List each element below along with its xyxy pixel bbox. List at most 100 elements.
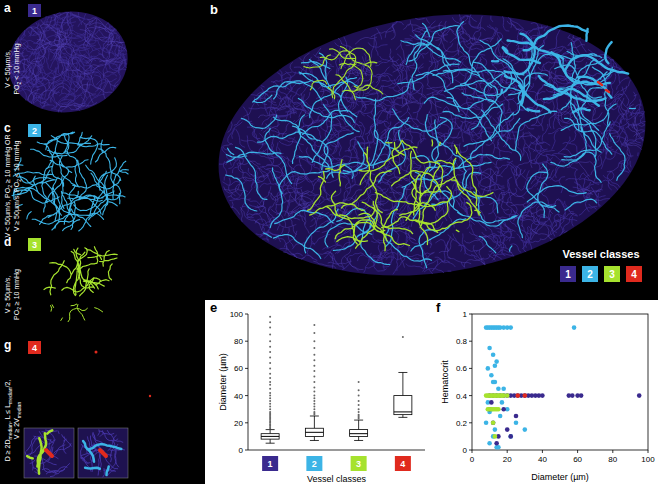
vessel-network	[492, 26, 628, 113]
inset	[78, 428, 128, 478]
outlier	[358, 404, 360, 406]
outlier	[269, 405, 271, 407]
condition-text: < 10 mmHg	[13, 43, 21, 81]
point	[489, 373, 494, 378]
vessel-network	[83, 441, 121, 475]
tick	[542, 450, 543, 453]
scatter-chart: f02040608010000.20.40.60.81Diameter (µm)…	[436, 300, 655, 482]
point	[523, 393, 528, 398]
tick	[469, 314, 472, 315]
tick-label: 0	[470, 455, 475, 464]
outlier	[269, 397, 271, 399]
outlier	[313, 395, 315, 397]
condition-text: ≥ 10 mmHg	[13, 269, 21, 307]
category-label: 4	[400, 459, 405, 469]
panel-g-image	[24, 351, 151, 479]
outlier	[358, 395, 360, 397]
tick	[245, 395, 248, 396]
whisker-high	[358, 420, 359, 430]
class-badge	[28, 124, 41, 137]
outlier	[313, 332, 315, 334]
point	[493, 427, 498, 432]
point	[508, 325, 513, 330]
panel-c-image	[12, 132, 128, 231]
whisker-high	[270, 430, 271, 434]
condition-text: D ≥ 2D	[4, 440, 11, 462]
point	[494, 359, 499, 364]
legend-swatch	[560, 266, 576, 282]
marks	[261, 316, 412, 443]
vessel-network	[304, 46, 383, 99]
outlier	[269, 367, 271, 369]
point	[489, 400, 494, 405]
outlier	[269, 377, 271, 379]
point	[514, 421, 519, 426]
category-badge	[262, 456, 278, 471]
vessel-network	[226, 22, 636, 268]
tick	[245, 341, 248, 342]
axis-label: Diameter (µm)	[531, 472, 589, 482]
subscript: median	[16, 402, 22, 419]
tick-label: 20	[234, 419, 243, 428]
condition-text: , L ≤ L	[4, 404, 11, 423]
inset-frame	[78, 428, 128, 478]
vessel-network	[223, 16, 645, 271]
legend-label: 2	[587, 269, 593, 280]
outlier	[269, 316, 271, 318]
legend-background	[552, 244, 652, 290]
whisker-low	[270, 439, 271, 443]
point	[505, 393, 510, 398]
vessel-network	[12, 132, 128, 231]
tick	[612, 450, 613, 453]
vessel-network	[100, 450, 106, 456]
panel-letter: g	[4, 338, 11, 352]
tick	[507, 450, 508, 453]
outlier	[269, 400, 271, 402]
tick	[577, 450, 578, 453]
category-label: 1	[268, 459, 273, 469]
legend-label: 4	[631, 269, 637, 280]
whisker-cap	[310, 440, 319, 441]
panel-letter: b	[210, 2, 218, 17]
outlier	[313, 397, 315, 399]
median	[305, 432, 323, 433]
condition-text: PO	[13, 309, 20, 320]
outlier	[269, 373, 271, 375]
tick-label: 80	[608, 455, 617, 464]
panel-letter: d	[4, 235, 11, 249]
condition-line: V ≥ 50µm/s, PO2 < 10 mmHg	[13, 141, 22, 232]
tick-label: 40	[234, 392, 243, 401]
vessel-network	[95, 351, 98, 354]
class-badge	[28, 238, 41, 251]
condition-line: V ≥ 2Vmedian	[13, 402, 22, 440]
vessel-network	[308, 140, 493, 251]
legend-label: 3	[609, 269, 615, 280]
plot-frame	[472, 314, 648, 450]
category-badge	[395, 456, 411, 471]
condition-line: V < 50µm/s,	[4, 50, 12, 88]
condition-line: V ≥ 50µm/s,	[4, 276, 12, 313]
tick-label: 0.2	[456, 419, 468, 428]
panel-d-image	[44, 247, 117, 322]
tick-label: 0	[463, 446, 468, 455]
point	[508, 434, 513, 439]
inset-frame	[24, 428, 74, 478]
outlier	[313, 324, 315, 326]
class-badge-label: 3	[32, 240, 37, 250]
whisker-cap	[354, 440, 363, 441]
panel-letter: c	[4, 121, 11, 135]
vessel-network	[44, 247, 117, 296]
condition-text: V < 50µm/s, PO	[4, 187, 12, 237]
tick-label: 60	[573, 455, 582, 464]
class-badge-label: 1	[32, 6, 37, 16]
point	[579, 393, 584, 398]
vessel-network	[27, 430, 52, 473]
axis-label: Diameter (µm)	[218, 353, 228, 411]
figure: a1V < 50µm/s,PO2 < 10 mmHgc2V < 50µm/s, …	[0, 0, 658, 484]
outlier	[269, 362, 271, 364]
point	[491, 380, 496, 385]
point	[523, 427, 528, 432]
point	[491, 353, 496, 358]
outlier	[313, 405, 315, 407]
axis-label: Hematocrit	[440, 360, 450, 404]
